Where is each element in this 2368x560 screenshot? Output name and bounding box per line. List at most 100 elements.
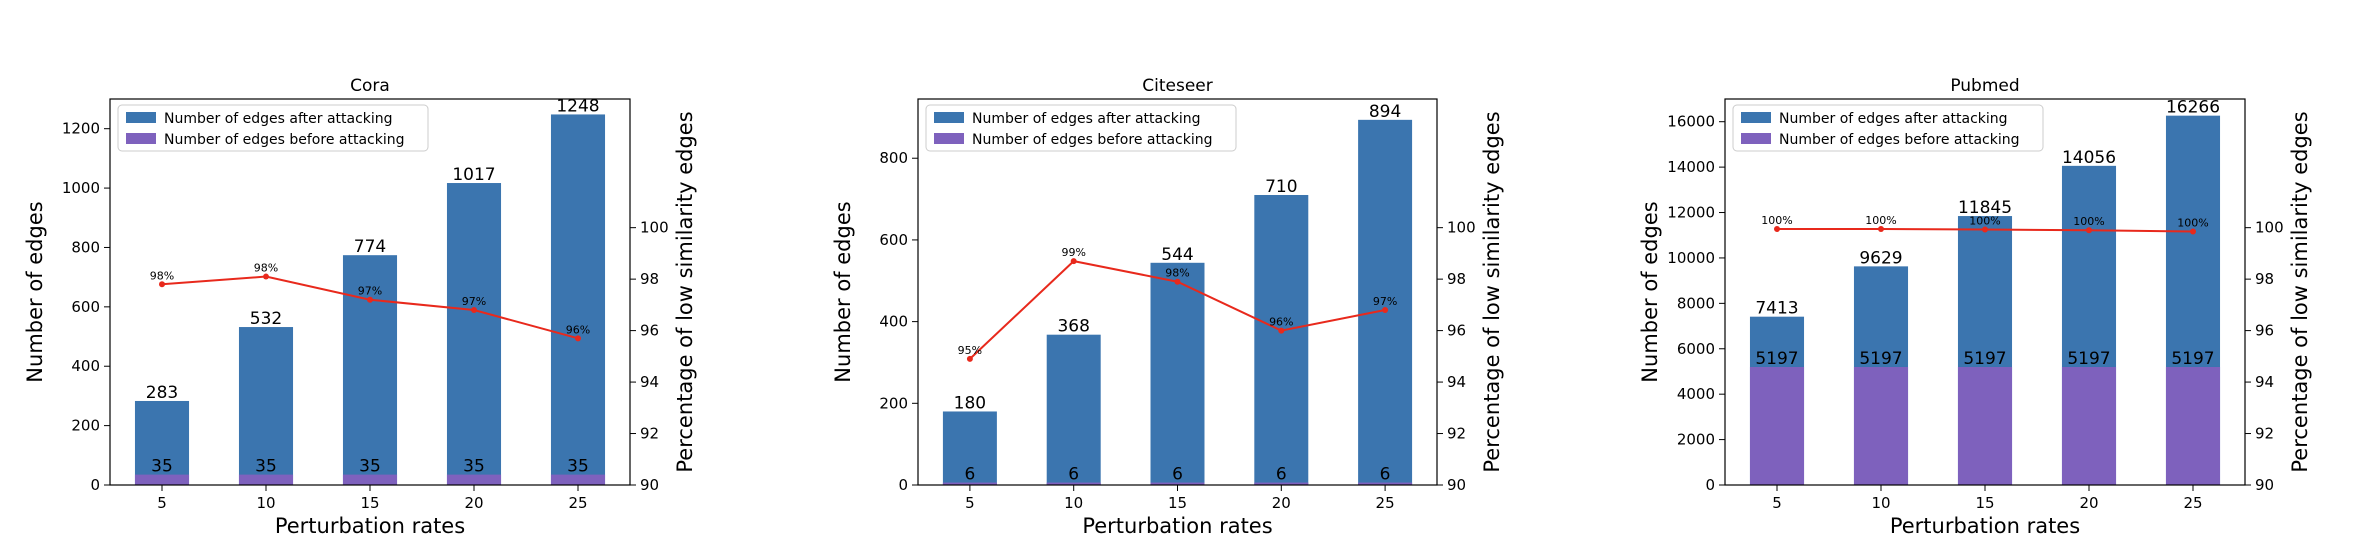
- bar-before-label-2: 35: [359, 457, 381, 477]
- legend-swatch-0: [1741, 112, 1771, 123]
- y-tick-label-0: 0: [90, 476, 100, 494]
- bar-before-1: [1046, 482, 1101, 485]
- percentage-point-0: [159, 281, 165, 288]
- bar-after-label-1: 368: [1057, 317, 1089, 337]
- bar-after-0: [134, 400, 190, 485]
- legend-swatch-0: [934, 112, 964, 123]
- x-tick-label-3: 20: [464, 494, 483, 512]
- legend-box: [925, 104, 1237, 152]
- percentage-point-0: [966, 355, 973, 362]
- bar-before-3: [446, 474, 502, 485]
- percentage-point-1: [1878, 225, 1884, 232]
- y2-axis-label: Percentage of low similarity edges: [1480, 111, 1504, 472]
- percentage-point-2: [1174, 278, 1181, 285]
- legend-label-1: Number of edges before attacking: [1779, 132, 2019, 148]
- percentage-label-0: 100%: [1761, 214, 1792, 227]
- x-tick-label-0: 5: [1772, 494, 1782, 512]
- percentage-label-2: 97%: [358, 285, 382, 298]
- bar-after-label-0: 283: [146, 383, 178, 403]
- chart-panel-2: 7413 9629 11845 14056 16266 5197 5197 5197 5197 5…: [1638, 76, 2312, 538]
- x-tick-label-2: 15: [360, 494, 379, 512]
- bar-after-label-3: 710: [1265, 177, 1297, 197]
- x-tick-label-4: 25: [568, 494, 587, 512]
- y-tick-label-2: 4000: [1677, 385, 1715, 403]
- x-tick-label-3: 20: [2079, 494, 2098, 512]
- y2-tick-label-2: 94: [1447, 373, 1466, 391]
- bar-after-3: [1254, 194, 1309, 485]
- bar-before-3: [1254, 482, 1309, 485]
- bar-after-4: [1358, 119, 1413, 485]
- y-tick-label-2: 400: [71, 357, 100, 375]
- bar-before-label-4: 5197: [2171, 349, 2214, 369]
- bar-before-label-0: 5197: [1755, 349, 1798, 369]
- legend-swatch-1: [1741, 133, 1771, 144]
- y2-tick-label-2: 94: [2255, 373, 2274, 391]
- y-tick-label-4: 800: [879, 149, 908, 167]
- y-axis-label: Number of edges: [831, 201, 855, 382]
- y2-tick-label-1: 92: [2255, 425, 2274, 443]
- y-tick-label-5: 10000: [1667, 249, 1715, 267]
- chart-title: Citeseer: [1142, 76, 1212, 96]
- percentage-point-2: [1982, 226, 1988, 233]
- legend-label-0: Number of edges after attacking: [972, 111, 1201, 127]
- percentage-point-4: [2190, 228, 2196, 235]
- percentage-point-4: [575, 335, 581, 342]
- y2-tick-label-3: 96: [640, 322, 659, 340]
- legend: Number of edges after attacking Number of…: [117, 104, 429, 152]
- y-axis-label: Number of edges: [1638, 201, 1662, 382]
- percentage-point-3: [2086, 227, 2092, 234]
- percentage-point-3: [471, 307, 477, 314]
- y2-tick-label-0: 90: [2255, 476, 2274, 494]
- y-tick-label-0: 0: [1705, 476, 1715, 494]
- percentage-label-1: 100%: [1865, 214, 1896, 227]
- y-tick-label-4: 8000: [1677, 294, 1715, 312]
- bar-before-label-0: 35: [151, 457, 173, 477]
- y2-tick-label-1: 92: [640, 425, 659, 443]
- bar-before-label-1: 35: [255, 457, 277, 477]
- y2-tick-label-4: 98: [1447, 270, 1466, 288]
- percentage-point-1: [1070, 258, 1077, 265]
- percentage-label-0: 95%: [958, 344, 982, 357]
- y-tick-label-4: 800: [71, 238, 100, 256]
- legend-swatch-1: [126, 133, 156, 144]
- bar-before-2: [342, 474, 398, 485]
- bar-after-label-0: 7413: [1755, 299, 1798, 319]
- legend-swatch-1: [934, 133, 964, 144]
- bar-after-label-1: 532: [250, 309, 282, 329]
- legend-box: [117, 104, 429, 152]
- bar-before-label-0: 6: [964, 465, 975, 485]
- percentage-label-3: 97%: [462, 295, 486, 308]
- bar-before-2: [1957, 366, 2013, 485]
- y-tick-label-8: 16000: [1667, 113, 1715, 131]
- bar-after-label-2: 774: [354, 237, 386, 257]
- bar-after-label-4: 894: [1369, 102, 1401, 122]
- bar-after-1: [1046, 334, 1101, 485]
- y2-tick-label-1: 92: [1447, 425, 1466, 443]
- bar-before-label-3: 35: [463, 457, 485, 477]
- bar-after-label-2: 11845: [1958, 198, 2012, 218]
- bar-before-label-4: 35: [567, 457, 589, 477]
- bar-after-label-4: 1248: [556, 96, 599, 116]
- legend-label-0: Number of edges after attacking: [164, 111, 393, 127]
- legend: Number of edges after attacking Number of…: [925, 104, 1237, 152]
- x-axis-label: Perturbation rates: [1890, 514, 2080, 538]
- bar-before-1: [238, 474, 294, 485]
- bar-before-label-3: 5197: [2067, 349, 2110, 369]
- y-tick-label-1: 2000: [1677, 431, 1715, 449]
- y-tick-label-1: 200: [879, 394, 908, 412]
- y2-tick-label-4: 98: [640, 270, 659, 288]
- bar-before-3: [2061, 366, 2117, 485]
- y2-tick-label-0: 90: [640, 476, 659, 494]
- percentage-point-4: [1382, 307, 1389, 314]
- y2-tick-label-5: 100: [2255, 219, 2284, 237]
- percentage-point-1: [263, 273, 269, 280]
- bar-before-label-2: 6: [1172, 465, 1183, 485]
- x-tick-label-2: 15: [1168, 494, 1187, 512]
- percentage-label-1: 99%: [1061, 246, 1085, 259]
- bar-before-label-3: 6: [1276, 465, 1287, 485]
- legend-box: [1732, 104, 2044, 152]
- legend-swatch-0: [126, 112, 156, 123]
- x-tick-label-1: 10: [256, 494, 275, 512]
- bar-after-2: [1150, 262, 1205, 485]
